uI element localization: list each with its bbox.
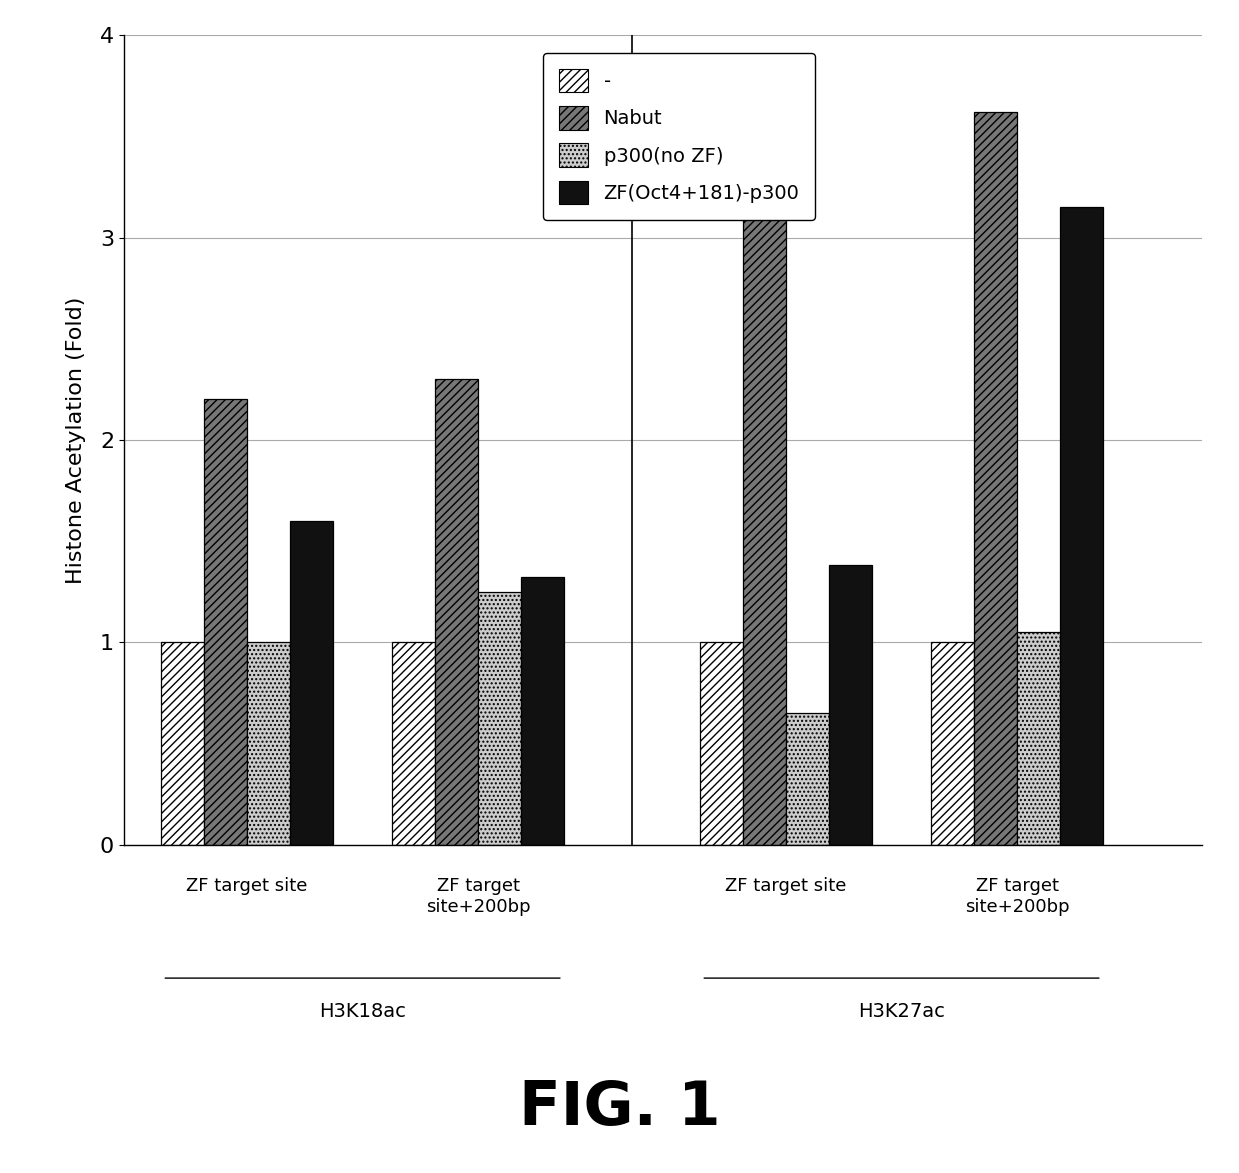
Bar xyxy=(974,113,1017,845)
Text: FIG. 1: FIG. 1 xyxy=(519,1079,720,1138)
Bar xyxy=(700,643,743,845)
Bar xyxy=(829,565,872,845)
Bar xyxy=(290,521,333,845)
Text: H3K27ac: H3K27ac xyxy=(859,1003,945,1022)
Bar xyxy=(743,187,786,845)
Bar xyxy=(392,643,435,845)
Text: H3K18ac: H3K18ac xyxy=(320,1003,406,1022)
Text: ZF target site: ZF target site xyxy=(725,877,846,895)
Bar xyxy=(522,577,564,845)
Bar xyxy=(204,399,247,845)
Bar xyxy=(1061,208,1103,845)
Legend: -, Nabut, p300(no ZF), ZF(Oct4+181)-p300: -, Nabut, p300(no ZF), ZF(Oct4+181)-p300 xyxy=(543,53,815,219)
Y-axis label: Histone Acetylation (Fold): Histone Acetylation (Fold) xyxy=(66,297,85,583)
Bar xyxy=(786,713,829,845)
Bar xyxy=(1017,632,1061,845)
Bar xyxy=(247,643,290,845)
Bar xyxy=(161,643,204,845)
Bar xyxy=(930,643,974,845)
Text: ZF target site: ZF target site xyxy=(186,877,307,895)
Text: ZF target
site+200bp: ZF target site+200bp xyxy=(965,877,1069,916)
Text: ZF target
site+200bp: ZF target site+200bp xyxy=(426,877,530,916)
Bar xyxy=(435,379,478,845)
Bar xyxy=(478,591,522,845)
